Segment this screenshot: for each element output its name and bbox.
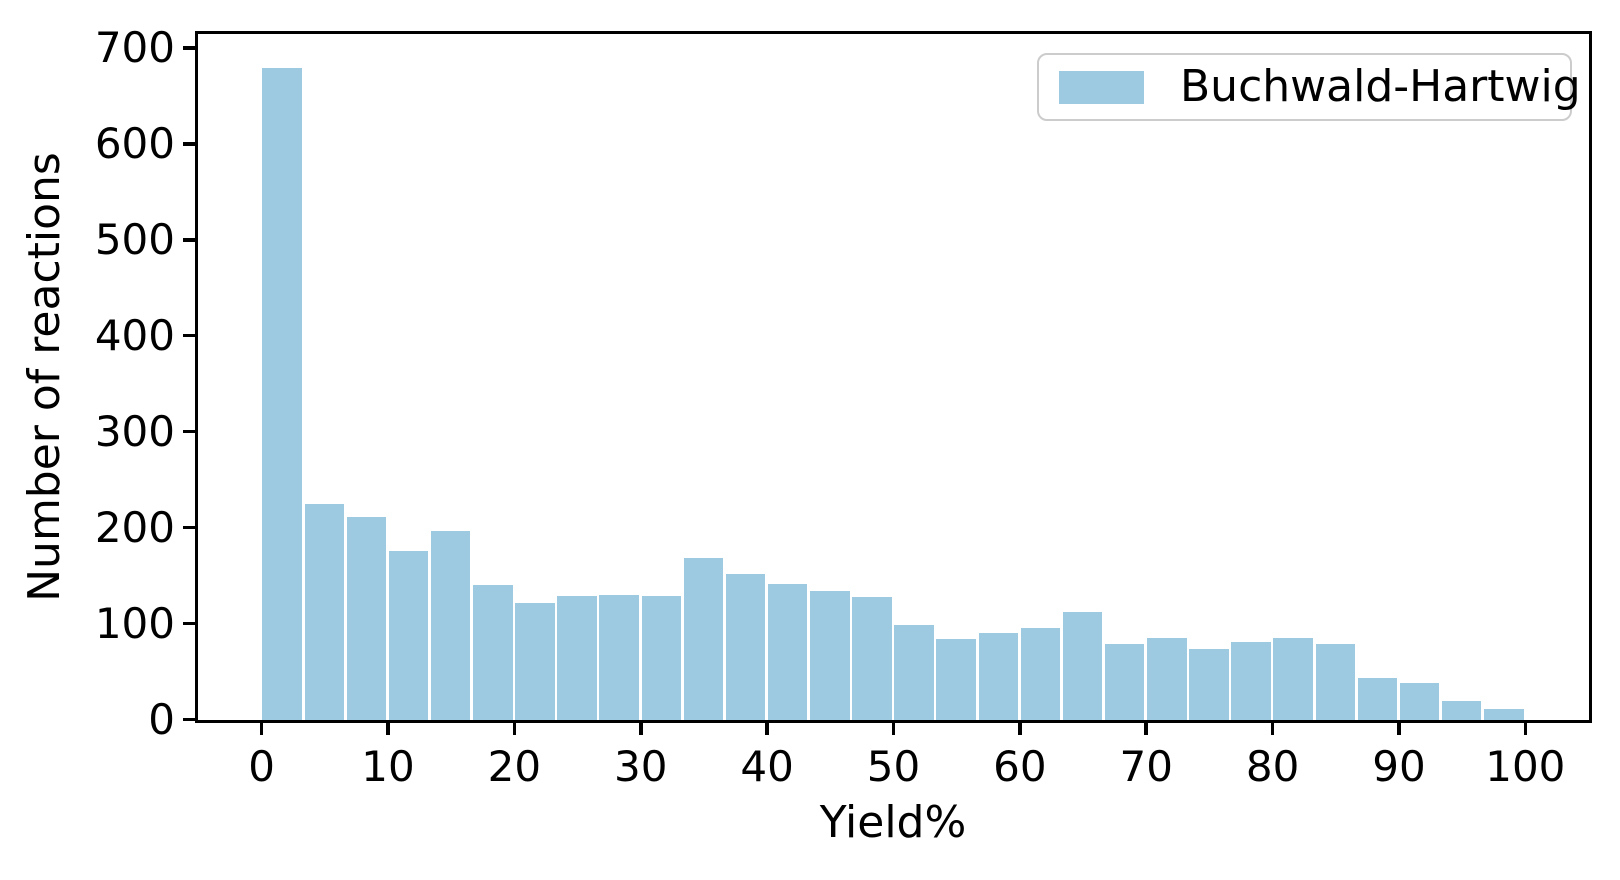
histogram-bar	[1189, 649, 1229, 720]
histogram-bar	[683, 557, 724, 720]
x-tick-label: 10	[361, 742, 415, 791]
histogram-bar	[1147, 638, 1187, 720]
y-tick-label: 200	[94, 502, 175, 552]
legend-label: Buchwald-Hartwig	[1180, 61, 1581, 112]
x-tick-mark	[1270, 723, 1275, 735]
histogram-bar	[852, 597, 892, 720]
y-tick-label: 300	[94, 406, 175, 456]
histogram-bar	[1483, 709, 1524, 720]
histogram-bar	[978, 632, 1019, 720]
y-tick-label: 100	[94, 598, 175, 648]
histogram-bar	[936, 639, 976, 720]
histogram-bar	[767, 583, 808, 720]
x-tick-mark	[639, 723, 643, 735]
x-tick-label: 90	[1372, 742, 1426, 791]
x-tick-label: 30	[614, 742, 668, 791]
y-tick-label: 700	[94, 22, 175, 72]
histogram-bar	[430, 531, 471, 720]
histogram-bar	[1273, 638, 1313, 720]
x-tick-mark	[1523, 723, 1528, 735]
x-tick-mark	[891, 723, 896, 735]
histogram-bar	[1020, 627, 1061, 720]
x-tick-mark	[386, 723, 390, 735]
x-tick-mark	[1144, 723, 1148, 735]
x-tick-mark	[259, 723, 264, 735]
x-tick-mark	[1397, 723, 1401, 735]
x-tick-mark	[512, 723, 517, 735]
y-tick-mark	[183, 621, 195, 626]
x-tick-label: 70	[1119, 742, 1173, 791]
histogram-bar	[262, 67, 302, 720]
y-tick-label: 600	[94, 118, 175, 168]
y-tick-mark	[183, 46, 195, 50]
histogram-bar	[557, 596, 597, 720]
histogram-bar	[599, 595, 639, 720]
histogram-bar	[473, 584, 513, 720]
histogram-bar	[1315, 644, 1356, 720]
histogram-bar	[1357, 677, 1398, 720]
x-tick-label: 80	[1245, 742, 1300, 791]
y-tick-label: 0	[148, 694, 175, 744]
y-tick-mark	[183, 429, 195, 434]
histogram-bar	[810, 591, 850, 720]
x-tick-label: 50	[866, 742, 921, 791]
x-tick-label: 60	[993, 742, 1047, 791]
x-tick-label: 0	[248, 742, 276, 791]
y-tick-mark	[183, 525, 195, 530]
x-tick-label: 40	[740, 742, 794, 791]
y-axis-label: Number of reactions	[19, 152, 70, 602]
histogram-bar	[1104, 644, 1145, 720]
y-tick-mark	[183, 717, 195, 722]
histogram-bar	[725, 574, 766, 720]
histogram-bar	[346, 516, 387, 720]
x-tick-mark	[1018, 723, 1022, 735]
histogram-bar	[304, 504, 345, 720]
legend-swatch-icon	[1059, 70, 1144, 104]
histogram-bar	[894, 625, 934, 720]
histogram-bar	[641, 596, 682, 720]
histogram-bar	[1441, 700, 1482, 720]
y-tick-label: 400	[94, 310, 175, 360]
x-tick-label: 20	[487, 742, 542, 791]
y-tick-mark	[183, 333, 195, 338]
histogram-bar	[515, 602, 555, 720]
bars-layer	[198, 34, 1589, 720]
y-tick-label: 500	[94, 214, 175, 264]
histogram-bar	[1062, 611, 1103, 720]
histogram-bar	[1231, 642, 1271, 720]
histogram-bar	[388, 551, 429, 720]
legend: Buchwald-Hartwig	[1037, 53, 1581, 121]
x-axis-label: Yield%	[819, 797, 967, 848]
y-tick-mark	[183, 142, 195, 146]
histogram-bar	[1399, 682, 1440, 720]
plot-area	[195, 31, 1592, 723]
y-tick-mark	[183, 238, 195, 242]
x-tick-label: 100	[1485, 742, 1566, 791]
x-tick-mark	[765, 723, 769, 735]
